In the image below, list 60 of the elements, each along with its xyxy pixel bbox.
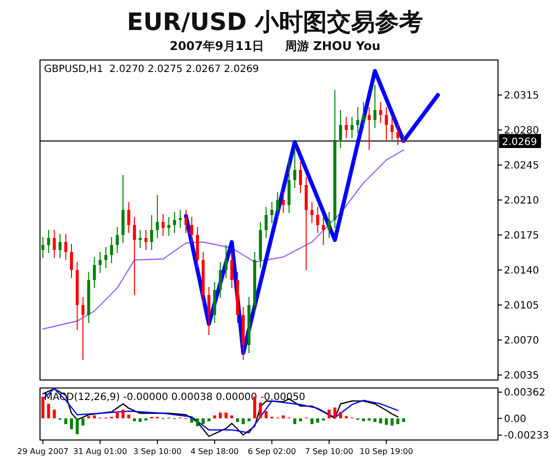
- chart-subtitle: 2007年9月11日 周游 ZHOU You: [170, 39, 380, 53]
- bar: [127, 414, 130, 418]
- bar: [230, 415, 234, 418]
- y-tick-label: 2.0105: [504, 300, 539, 312]
- bar: [70, 418, 73, 430]
- ref-line-label: 2.0269: [502, 137, 537, 148]
- bar: [92, 415, 96, 418]
- x-tick-label: 3 Sep 10:00: [133, 447, 182, 456]
- bar: [81, 418, 84, 426]
- x-tick-label: 4 Sep 18:00: [190, 447, 239, 456]
- bar: [122, 410, 125, 418]
- bar: [264, 411, 268, 418]
- y-tick-label: 2.0070: [504, 336, 539, 346]
- bar: [213, 415, 216, 418]
- y-tick-label: 2.0245: [504, 160, 539, 172]
- bar: [218, 412, 222, 418]
- y-tick-label: 0.00: [504, 414, 526, 425]
- bar: [41, 396, 44, 418]
- y-tick-label: 2.0280: [504, 126, 539, 136]
- bar: [76, 418, 79, 434]
- annotation: GBPUSD,H1 2.0270 2.0275 2.0267 2.0269: [44, 64, 259, 75]
- y-tick-label: 2.0175: [504, 230, 539, 242]
- bar: [333, 408, 336, 418]
- bar: [293, 418, 296, 424]
- bar: [379, 418, 382, 424]
- y-tick-label: -0.00233: [504, 430, 549, 442]
- bar: [310, 418, 314, 424]
- bar: [282, 415, 285, 418]
- line-series: [42, 149, 404, 330]
- bar: [47, 404, 50, 418]
- bar: [116, 412, 119, 418]
- x-tick-label: 31 Aug 01:00: [73, 447, 128, 456]
- y-tick-label: 2.0210: [504, 196, 539, 206]
- bar: [384, 418, 388, 425]
- bar: [64, 418, 68, 424]
- x-tick-label: 10 Sep 19:00: [360, 447, 414, 456]
- bar: [242, 418, 245, 424]
- x-tick-label: 29 Aug 2007: [17, 447, 68, 456]
- bar: [224, 412, 228, 418]
- bar: [138, 418, 142, 422]
- bar: [52, 410, 56, 418]
- bar: [402, 418, 406, 422]
- y-tick-label: 0.00362: [504, 388, 546, 399]
- chart-title: EUR/USD 小时图交易参考: [126, 8, 424, 36]
- bar: [373, 418, 376, 422]
- x-tick-label: 7 Sep 10:00: [304, 447, 354, 456]
- bar: [258, 402, 262, 418]
- y-tick-label: 2.0315: [504, 90, 539, 102]
- bar: [190, 418, 194, 423]
- bar: [196, 418, 199, 426]
- bar: [316, 418, 320, 423]
- y-tick-label: 2.0140: [504, 266, 539, 276]
- bar: [339, 412, 342, 418]
- bar: [202, 418, 205, 424]
- y-tick-label: 2.0035: [504, 370, 539, 382]
- bar: [390, 418, 394, 426]
- bar: [396, 418, 400, 424]
- bar: [328, 410, 331, 418]
- x-tick-label: 6 Sep 02:00: [248, 447, 296, 456]
- bar: [236, 418, 240, 422]
